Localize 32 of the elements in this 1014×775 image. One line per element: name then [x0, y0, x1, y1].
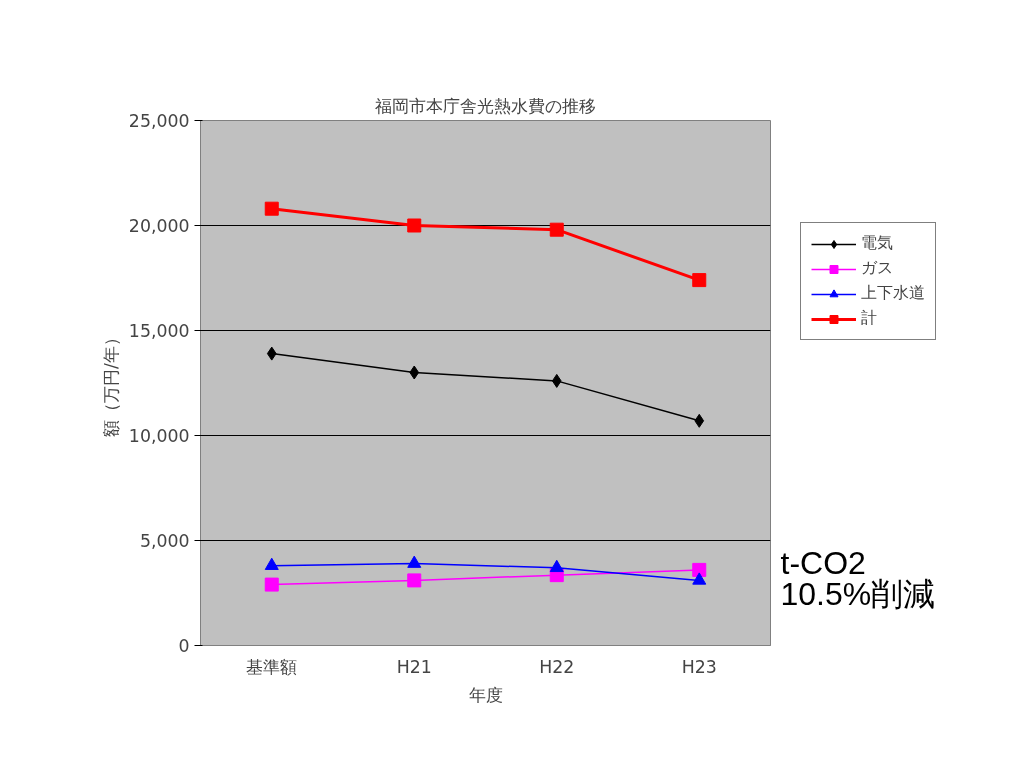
x-tick-label: H22	[539, 656, 575, 677]
point	[551, 373, 562, 388]
point	[409, 365, 420, 380]
point	[549, 559, 564, 573]
point	[266, 346, 277, 361]
legend-label: ガス	[861, 258, 893, 279]
y-tick-label: 25,000	[128, 111, 190, 131]
x-axis-title: 年度	[468, 684, 503, 705]
x-tick-label: H23	[681, 656, 717, 677]
point	[407, 555, 422, 568]
legend-label: 電気	[861, 233, 893, 254]
y-tick-label: 15,000	[128, 321, 190, 341]
legend-label: 計	[861, 308, 878, 329]
legend-label: 上下水道	[861, 283, 925, 304]
point	[264, 557, 279, 570]
point	[692, 572, 707, 585]
point	[407, 573, 422, 588]
chart-title: 福岡市本庁舎光熱水費の推移	[375, 95, 596, 116]
point	[264, 201, 279, 216]
y-tick-label: 0	[178, 636, 190, 656]
y-tick-label: 10,000	[128, 426, 190, 446]
point	[407, 218, 422, 233]
point	[692, 562, 707, 577]
point	[692, 273, 707, 288]
y-axis-title: 額（万円/年）	[100, 329, 121, 437]
y-tick-label: 20,000	[128, 216, 190, 236]
y-tick-label: 5,000	[139, 531, 190, 551]
point	[694, 413, 705, 428]
point	[264, 577, 279, 592]
point	[549, 222, 564, 237]
x-tick-label: 基準額	[246, 656, 298, 677]
x-tick-label: H21	[396, 656, 432, 677]
